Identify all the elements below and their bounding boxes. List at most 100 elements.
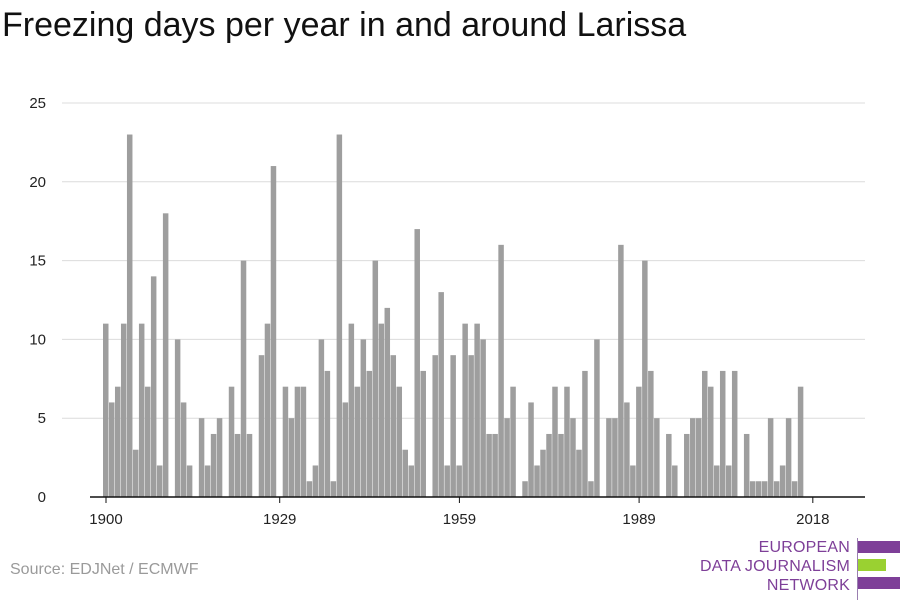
bar	[779, 465, 786, 497]
bar	[702, 370, 708, 497]
bar	[767, 418, 774, 497]
bar	[785, 418, 792, 497]
bar	[749, 481, 756, 497]
bar	[246, 433, 253, 497]
bar	[342, 402, 349, 497]
logo-text-network: NETWORK	[766, 577, 850, 594]
bar	[612, 418, 618, 497]
x-tick-label: 2018	[796, 511, 829, 528]
bar	[186, 465, 193, 497]
x-tick-label: 1989	[622, 511, 655, 528]
bar	[642, 260, 648, 497]
edjnet-logo: EUROPEAN DATA JOURNALISM NETWORK	[700, 538, 900, 600]
bar	[528, 402, 534, 497]
bar	[114, 386, 121, 497]
bar	[636, 386, 642, 497]
bar	[288, 418, 295, 497]
bar	[384, 307, 391, 497]
logo-bar-middle	[858, 559, 886, 571]
bar	[666, 433, 672, 497]
bar	[103, 323, 109, 497]
bar	[594, 339, 600, 497]
bar	[522, 481, 528, 497]
bar	[330, 481, 337, 497]
bar	[588, 481, 594, 497]
bar	[390, 355, 397, 497]
bar	[324, 370, 331, 497]
logo-bar-bottom	[858, 577, 900, 589]
bar	[618, 244, 624, 497]
bar	[552, 386, 558, 497]
bar	[582, 370, 588, 497]
bar	[755, 481, 762, 497]
bar-chart: 0 5 10 15 20 25 1900 1929 1959 1989 2018	[29, 95, 865, 528]
source-note: Source: EDJNet / ECMWF	[10, 561, 199, 578]
bar	[606, 418, 612, 497]
bar	[204, 465, 211, 497]
bar	[690, 418, 696, 497]
bar	[462, 323, 468, 497]
y-tick-label: 25	[29, 95, 46, 112]
bar	[120, 323, 127, 497]
bar	[312, 465, 319, 497]
bar	[258, 355, 265, 497]
bar	[624, 402, 630, 497]
bar	[498, 244, 504, 497]
x-tick-label: 1959	[443, 511, 476, 528]
bar	[228, 386, 235, 497]
y-tick-label: 15	[29, 253, 46, 270]
bar	[486, 433, 492, 497]
bar	[294, 386, 301, 497]
bar	[743, 433, 750, 497]
bar	[564, 386, 570, 497]
bar	[707, 386, 714, 497]
bar	[216, 418, 223, 497]
bar	[504, 418, 510, 497]
bar	[210, 433, 217, 497]
bar	[438, 292, 444, 497]
bar	[540, 449, 546, 497]
bar	[156, 465, 163, 497]
bar	[414, 229, 420, 497]
bar	[180, 402, 187, 497]
bar	[108, 402, 115, 497]
bar	[372, 260, 379, 497]
bar	[791, 481, 798, 497]
bar	[144, 386, 151, 497]
x-tick-label: 1900	[89, 511, 122, 528]
y-tick-label: 10	[29, 331, 46, 348]
bar	[456, 465, 462, 497]
y-tick-label: 20	[29, 174, 46, 191]
bar	[480, 339, 486, 497]
bar	[558, 433, 564, 497]
bar	[354, 386, 361, 497]
bar	[408, 465, 414, 497]
logo-divider	[857, 538, 858, 600]
bar	[630, 465, 636, 497]
bar	[492, 433, 498, 497]
y-tick-label: 0	[38, 489, 46, 506]
bar	[366, 370, 373, 497]
bar	[761, 481, 768, 497]
bar	[546, 433, 552, 497]
x-tick-label: 1929	[263, 511, 296, 528]
bar	[396, 386, 403, 497]
bar	[378, 323, 385, 497]
bar	[234, 433, 241, 497]
bar	[654, 418, 660, 497]
bar	[360, 339, 367, 497]
bar	[648, 370, 654, 497]
bar	[402, 449, 408, 497]
bar	[576, 449, 582, 497]
bar	[450, 355, 456, 497]
chart-title: Freezing days per year in and around Lar…	[2, 6, 687, 44]
bar	[719, 370, 726, 497]
bar	[132, 449, 139, 497]
bar	[534, 465, 540, 497]
bar	[510, 386, 516, 497]
bar	[306, 481, 313, 497]
bar	[126, 134, 133, 497]
logo-text-european: EUROPEAN	[758, 539, 850, 556]
bar	[270, 166, 277, 498]
bar	[474, 323, 480, 497]
